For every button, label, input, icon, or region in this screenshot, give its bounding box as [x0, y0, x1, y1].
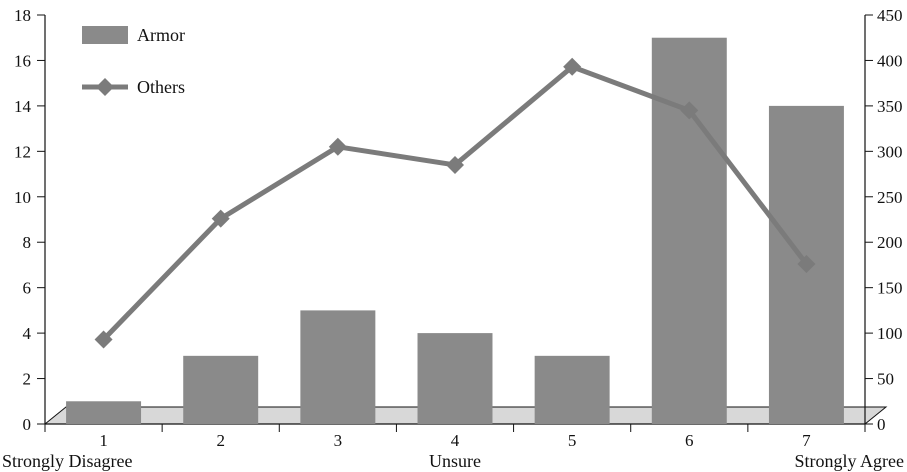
x-axis-description-last: Strongly Agree: [795, 451, 905, 471]
left-axis-tick-label: 4: [23, 324, 32, 343]
left-axis-tick-label: 0: [23, 415, 32, 434]
left-axis-tick-label: 6: [23, 279, 32, 298]
others-point-5: [563, 57, 582, 76]
others-point-4: [446, 155, 464, 174]
left-axis-tick-label: 16: [14, 51, 31, 70]
left-axis-tick-label: 12: [14, 142, 31, 161]
x-axis-category-label: 3: [334, 431, 343, 450]
right-axis-tick-label: 100: [877, 324, 903, 343]
legend-others-label: Others: [137, 77, 185, 97]
right-axis-tick-label: 0: [877, 415, 886, 434]
x-axis-description-first: Strongly Disagree: [2, 451, 132, 471]
x-axis-category-label: 7: [802, 431, 811, 450]
right-axis-tick-label: 350: [877, 97, 903, 116]
x-axis-category-label: 2: [216, 431, 225, 450]
right-axis-tick-label: 150: [877, 279, 903, 298]
right-axis-tick-label: 300: [877, 142, 903, 161]
left-axis-tick-label: 14: [14, 97, 32, 116]
armor-bar-3: [300, 310, 376, 424]
left-axis-tick-label: 8: [23, 233, 32, 252]
others-point-6: [680, 101, 699, 120]
armor-bar-4: [417, 333, 493, 424]
armor-bar-1: [66, 401, 142, 424]
others-point-1: [94, 330, 113, 349]
x-axis-category-label: 6: [685, 431, 694, 450]
x-axis-description-middle: Unsure: [429, 451, 481, 471]
right-axis-tick-label: 200: [877, 233, 903, 252]
others-point-3: [328, 137, 347, 156]
left-axis-tick-label: 10: [14, 188, 31, 207]
legend-others-marker: [96, 78, 114, 96]
x-axis-category-label: 1: [99, 431, 108, 450]
armor-bar-5: [534, 355, 610, 424]
legend-armor-label: Armor: [137, 25, 185, 45]
right-axis-tick-label: 250: [877, 188, 903, 207]
others-point-7: [797, 255, 816, 274]
right-axis-tick-label: 400: [877, 51, 903, 70]
legend-armor-swatch: [82, 26, 128, 44]
right-axis-tick-label: 450: [877, 6, 903, 25]
others-point-2: [211, 209, 230, 228]
armor-bar-6: [651, 37, 727, 424]
right-axis-tick-label: 50: [877, 370, 894, 389]
left-axis-tick-label: 2: [23, 370, 32, 389]
left-axis-tick-label: 18: [14, 6, 31, 25]
x-axis-category-label: 4: [451, 431, 460, 450]
x-axis-category-label: 5: [568, 431, 577, 450]
armor-bar-2: [183, 355, 259, 424]
